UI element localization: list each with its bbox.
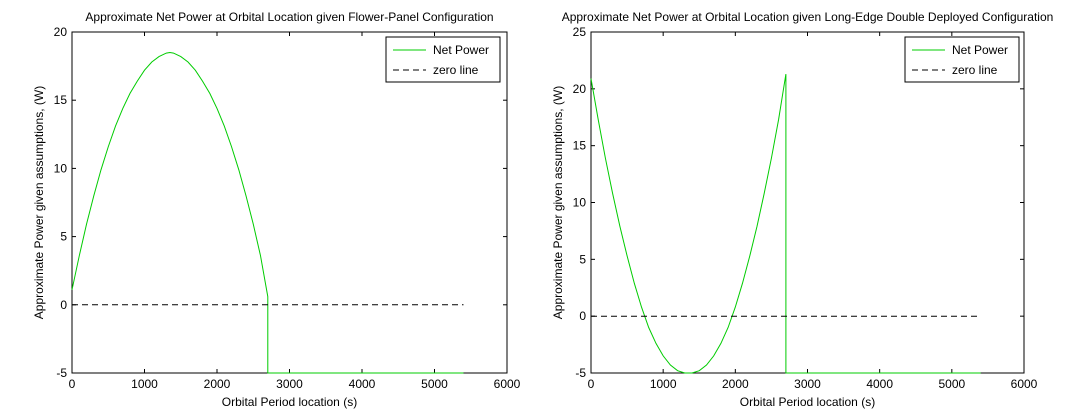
x-tick-label: 1000 — [650, 377, 677, 391]
x-tick-label: 3000 — [794, 377, 821, 391]
x-tick-label: 2000 — [722, 377, 749, 391]
y-tick-label: 15 — [54, 93, 68, 107]
y-tick-label: -5 — [56, 366, 67, 380]
y-tick-label: 25 — [573, 25, 587, 39]
plot-area — [590, 31, 1025, 374]
x-tick-label: 1000 — [131, 377, 158, 391]
legend-label: Net Power — [433, 43, 489, 57]
legend: Net Power zero line — [385, 36, 501, 83]
x-tick-label: 4000 — [866, 377, 893, 391]
chart-1: 0 1000 2000 3000 4000 5000 6000-505101520Appro… — [32, 10, 521, 409]
x-axis-label: Orbital Period location (s) — [740, 395, 875, 409]
chart-2: 0 1000 2000 3000 4000 5000 6000-50510152025App… — [551, 10, 1053, 409]
chart-title: Approximate Net Power at Orbital Locatio… — [85, 10, 493, 24]
y-tick-label: 20 — [573, 82, 587, 96]
chart-title: Approximate Net Power at Orbital Locatio… — [562, 10, 1054, 24]
y-tick-label: -5 — [575, 366, 586, 380]
y-tick-label: 0 — [60, 298, 67, 312]
y-axis-label: Approximate Power given assumptions, (W) — [551, 86, 565, 319]
x-tick-label: 4000 — [349, 377, 376, 391]
x-tick-label: 0 — [69, 377, 76, 391]
plot-area — [71, 31, 508, 374]
x-tick-label: 0 — [588, 377, 595, 391]
x-tick-label: 5000 — [421, 377, 448, 391]
y-tick-label: 10 — [573, 196, 587, 210]
x-tick-label: 6000 — [494, 377, 521, 391]
legend: Net Power zero line — [904, 36, 1020, 83]
legend-box — [904, 36, 1020, 83]
x-tick-label: 2000 — [204, 377, 231, 391]
x-tick-label: 3000 — [276, 377, 303, 391]
y-tick-label: 20 — [54, 25, 68, 39]
legend-label: zero line — [952, 63, 998, 77]
y-tick-label: 15 — [573, 139, 587, 153]
legend-label: zero line — [433, 63, 479, 77]
series-net-power — [590, 74, 981, 374]
x-axis-label: Orbital Period location (s) — [222, 395, 357, 409]
legend-box — [385, 36, 501, 83]
y-tick-label: 5 — [60, 230, 67, 244]
y-axis-label: Approximate Power given assumptions, (W) — [32, 86, 46, 319]
y-tick-label: 10 — [54, 161, 68, 175]
x-tick-label: 6000 — [1011, 377, 1038, 391]
x-tick-label: 5000 — [938, 377, 965, 391]
series-net-power — [71, 51, 464, 374]
y-tick-label: 5 — [579, 252, 586, 266]
legend-label: Net Power — [952, 43, 1008, 57]
y-tick-label: 0 — [579, 309, 586, 323]
